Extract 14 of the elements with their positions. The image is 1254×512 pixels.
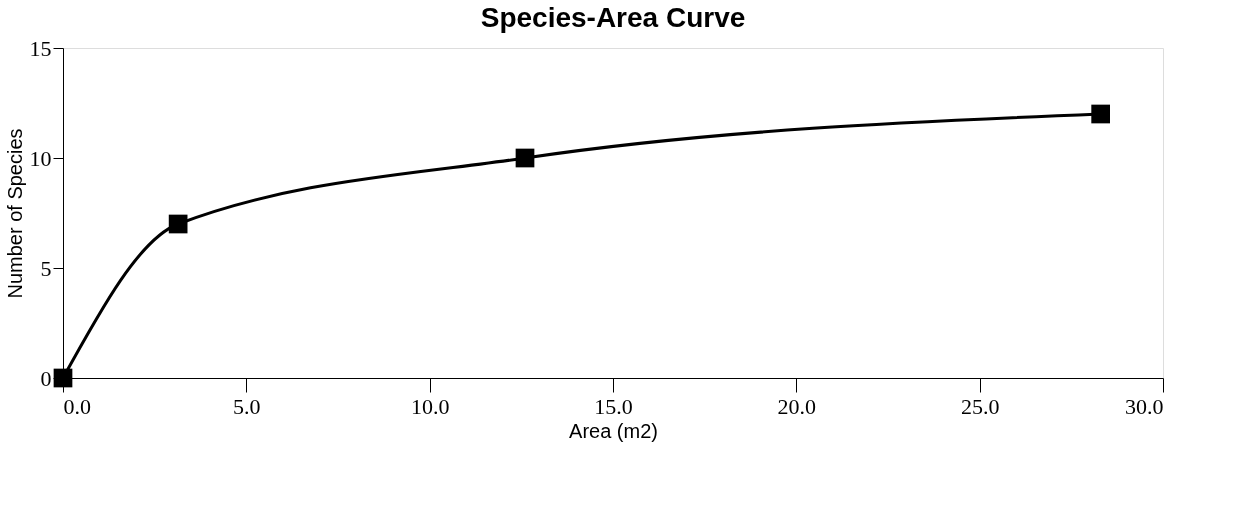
x-tick-label: 0.0 — [63, 393, 91, 419]
x-tick-label: 25.0 — [960, 393, 1000, 419]
y-tick-label: 5 — [40, 255, 52, 281]
x-tick-label: 5.0 — [233, 393, 261, 419]
x-tick-label: 20.0 — [777, 393, 817, 419]
x-axis-title: Area (m2) — [569, 419, 658, 442]
x-tick-label: 30.0 — [1125, 393, 1164, 419]
x-tick-label: 15.0 — [594, 393, 633, 419]
y-tick-label: 10 — [29, 145, 52, 171]
x-tick-label: 10.0 — [410, 393, 450, 419]
y-tick-label: 0 — [40, 365, 52, 391]
y-axis-title: Number of Species — [3, 128, 26, 299]
y-tick-label: 15 — [29, 35, 52, 61]
chart-title: Species-Area Curve — [480, 2, 746, 33]
